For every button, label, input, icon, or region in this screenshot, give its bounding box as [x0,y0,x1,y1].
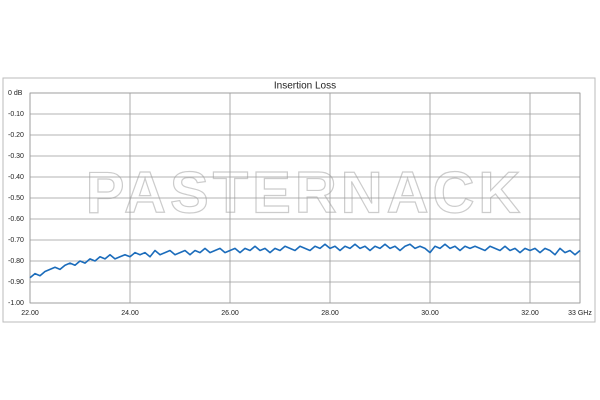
x-tick-label: 22.00 [21,310,39,317]
y-tick-label: -0.60 [8,216,24,223]
y-tick-label: -0.80 [8,258,24,265]
watermark: PASTERNACK [86,160,525,225]
y-tick-label: 0 dB [8,90,23,97]
x-tick-label: 24.00 [121,310,139,317]
data-line [29,243,581,279]
y-tick-label: -0.40 [8,174,24,181]
y-tick-label: -0.50 [8,195,24,202]
y-tick-label: -1.00 [8,300,24,307]
x-tick-label: 26.00 [221,310,239,317]
y-tick-label: -0.90 [8,279,24,286]
x-tick-label: 33 GHz [568,310,592,317]
x-tick-label: 32.00 [521,310,539,317]
x-tick-label: 28.00 [321,310,339,317]
y-tick-label: -0.10 [8,111,24,118]
chart-frame [2,77,596,323]
y-tick-label: -0.20 [8,132,24,139]
y-tick-label: -0.30 [8,153,24,160]
y-tick-label: -0.70 [8,237,24,244]
chart-title: Insertion Loss [274,81,336,92]
x-tick-label: 30.00 [421,310,439,317]
